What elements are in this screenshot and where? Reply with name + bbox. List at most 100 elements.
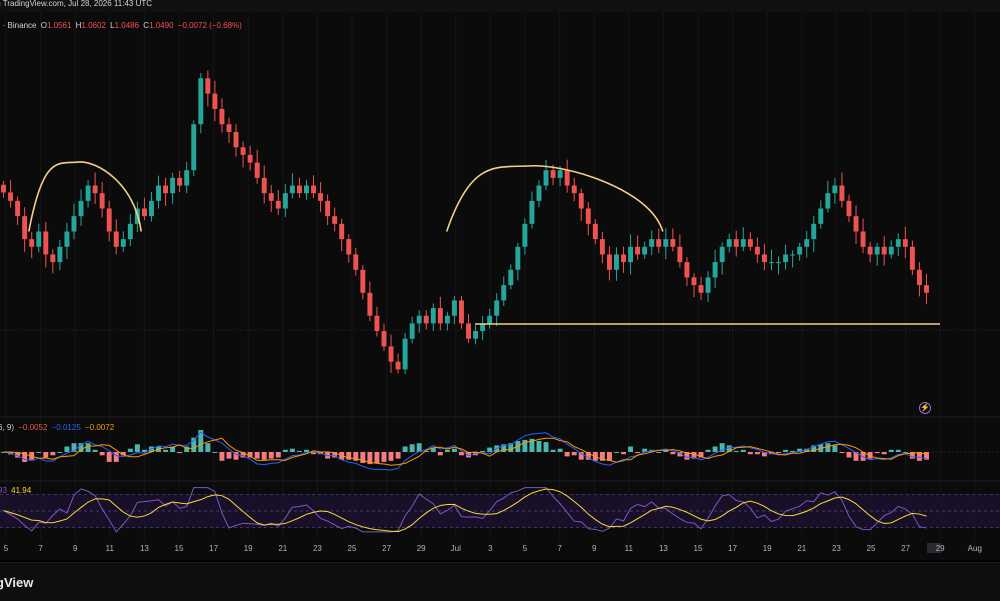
candle-body [557, 170, 563, 178]
macd-histogram-value: −0.0052 [18, 423, 48, 432]
macd-histogram-bar [761, 452, 767, 457]
macd-histogram-bar [240, 452, 246, 458]
candle-body [606, 254, 612, 270]
candle-body [163, 185, 169, 194]
macd-histogram-bar [853, 452, 859, 461]
change-value: −0.0072 (−0.68%) [177, 21, 242, 30]
macd-histogram-bar [261, 452, 267, 460]
macd-params: 6, 9) [0, 423, 15, 432]
x-tick-label: 19 [244, 544, 253, 553]
macd-histogram-bar [332, 452, 338, 458]
x-tick-label: 9 [73, 544, 78, 553]
candle-body [698, 285, 704, 293]
macd-histogram-bar [895, 449, 901, 452]
macd-histogram-bar [719, 443, 725, 452]
macd-histogram-bar [170, 446, 176, 452]
candle-body [36, 231, 42, 247]
candle-body [635, 246, 641, 255]
candle-body [261, 177, 267, 194]
candle-body [304, 185, 309, 194]
macd-histogram-bar [797, 448, 803, 452]
x-tick-label: Aug [968, 544, 982, 553]
macd-histogram-bar [163, 449, 169, 452]
candle-body [677, 246, 683, 263]
open-value: 1.0561 [46, 21, 72, 30]
candle-body [423, 315, 429, 324]
macd-histogram-bar [508, 443, 514, 452]
macd-histogram-bar [656, 452, 662, 453]
candle-body [254, 162, 260, 178]
macd-histogram-bar [480, 450, 486, 452]
candle-body [1, 184, 6, 193]
candle-body [339, 223, 345, 240]
candle-body [705, 277, 711, 293]
macd-histogram-bar [747, 452, 753, 455]
price-legend: h · Binance O1.0561 H1.0602 L1.0486 C1.0… [0, 21, 244, 30]
candle-body [332, 216, 338, 224]
candle-body [57, 246, 63, 263]
published-text: th TradingView.com, Jul 28, 2026 11:43 U… [0, 0, 153, 8]
macd-histogram-bar [106, 452, 112, 462]
candle-body [487, 315, 493, 324]
candle-body [550, 170, 556, 178]
x-tick-label: 25 [348, 544, 357, 553]
macd-histogram-bar [902, 452, 908, 453]
open-label: O [40, 21, 47, 30]
close-label: C [143, 21, 150, 30]
rsi-prefix: 93 [0, 486, 7, 495]
macd-histogram-bar [64, 446, 70, 452]
candle-body [670, 239, 676, 247]
candle-body [92, 185, 98, 194]
candle-body [888, 246, 894, 255]
macd-histogram-bar [22, 452, 28, 463]
macd-histogram-bar [677, 452, 683, 457]
macd-histogram-bar [684, 452, 690, 460]
candle-body [860, 231, 866, 247]
lightning-icon[interactable]: ⚡ [919, 402, 931, 414]
macd-histogram-bar [916, 452, 922, 461]
macd-histogram-bar [642, 448, 648, 452]
candle-body [874, 246, 880, 255]
macd-histogram-bar [268, 452, 274, 459]
macd-histogram-bar [888, 449, 894, 452]
candle-body [747, 239, 753, 247]
close-value: 1.0490 [149, 21, 174, 30]
macd-histogram-bar [571, 452, 577, 456]
candle-body [776, 262, 781, 264]
candle-body [459, 300, 464, 324]
macd-histogram-bar [205, 443, 211, 452]
candle-body [282, 193, 288, 209]
macd-histogram-bar [487, 447, 493, 452]
candle-body [15, 200, 21, 217]
macd-histogram-bar [740, 449, 746, 452]
candle-body [78, 200, 84, 217]
candle-body [311, 185, 316, 194]
x-tick-label: 17 [209, 544, 218, 553]
macd-histogram-bar [501, 444, 507, 452]
macd-histogram-bar [564, 452, 570, 457]
x-tick-label: 3 [488, 544, 493, 553]
candle-body [621, 254, 626, 263]
pattern-overlays [28, 161, 940, 325]
brand-logo-text: gView [0, 575, 34, 590]
candle-body [113, 231, 119, 247]
macd-histogram-bar [219, 452, 225, 461]
x-tick-label: 23 [832, 544, 841, 553]
candle-body [402, 338, 408, 370]
macd-histogram-bar [670, 452, 676, 455]
candle-body [120, 239, 126, 247]
chart-area[interactable]: 5 7 9 11 13 15 17 19 21 23 25 27 29 Jul 3 5 7 9 11 13 15 17 19… [0, 12, 1000, 560]
candle-body [381, 331, 387, 347]
macd-histogram-bar [459, 452, 464, 456]
exchange-label: h · Binance [0, 21, 37, 30]
candle-body [177, 177, 183, 186]
candle-body [691, 277, 697, 286]
candle-body [141, 208, 147, 217]
candle-body [712, 262, 718, 278]
macd-histogram-bar [754, 452, 760, 455]
macd-histogram-bar [282, 449, 288, 452]
macd-signal-line [3, 437, 927, 466]
candle-body [346, 239, 352, 255]
macd-histogram-bar [529, 438, 535, 452]
candle-body [564, 170, 570, 186]
